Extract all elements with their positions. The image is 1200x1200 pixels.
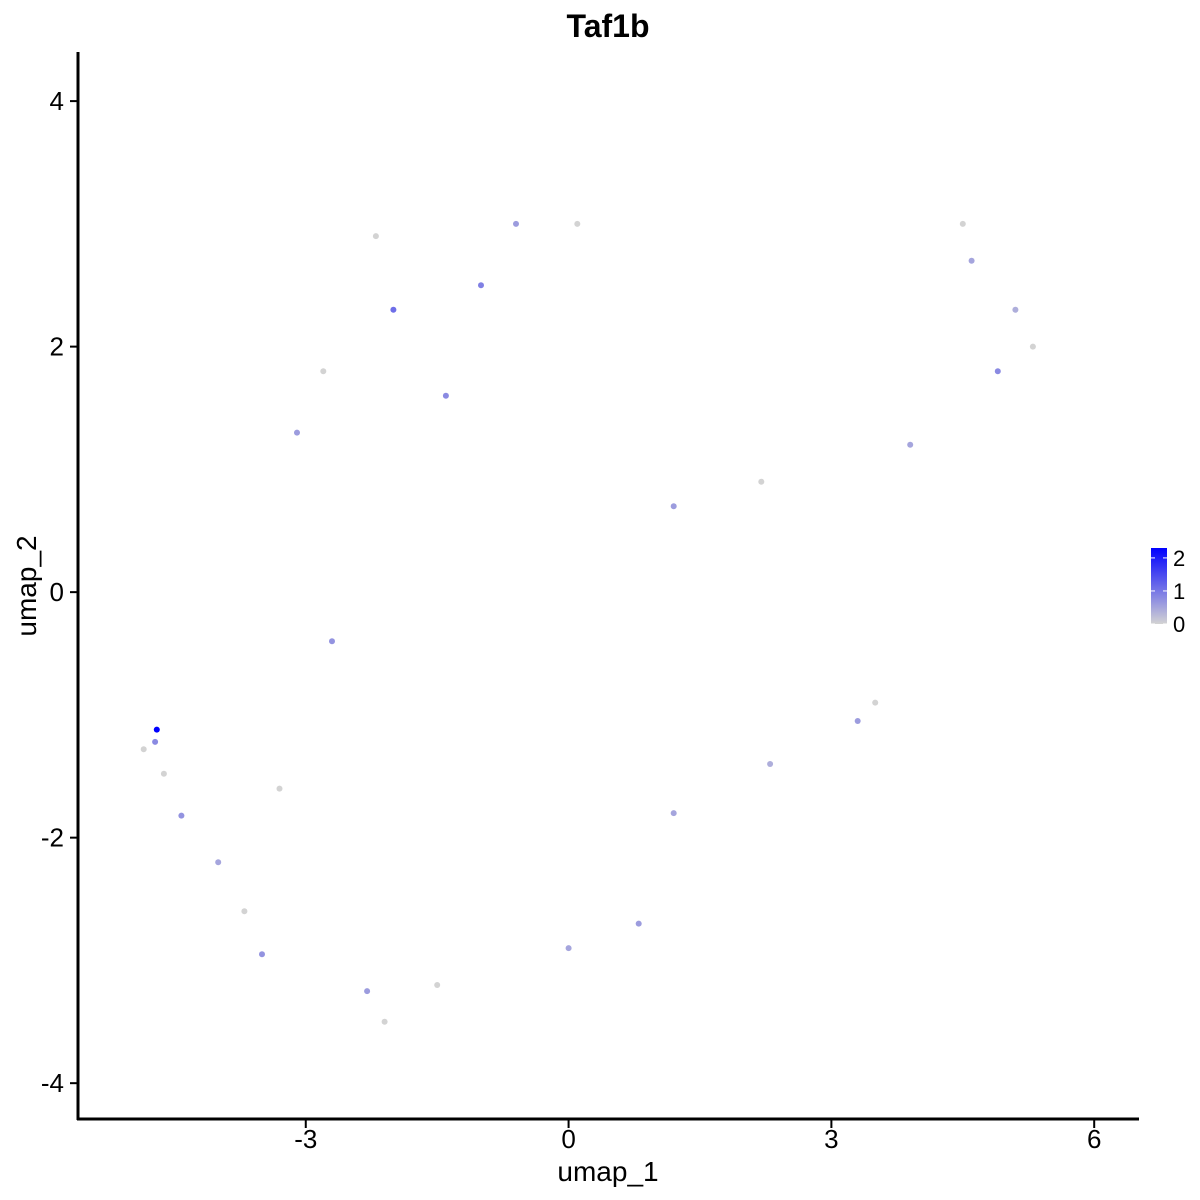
data-point — [152, 738, 159, 745]
x-tick-label: 6 — [1087, 1124, 1101, 1154]
data-point — [276, 785, 283, 792]
data-point — [565, 945, 572, 952]
data-point — [670, 503, 677, 510]
data-point — [907, 441, 914, 448]
y-tick-label: 0 — [50, 577, 64, 607]
data-point — [215, 859, 222, 866]
data-point — [968, 257, 975, 264]
chart-title: Taf1b — [567, 8, 650, 44]
legend-label: 0 — [1173, 612, 1185, 637]
x-tick-label: -3 — [294, 1124, 317, 1154]
data-point — [959, 220, 966, 227]
y-tick-label: 4 — [50, 86, 64, 116]
data-point — [259, 951, 265, 958]
data-point — [294, 429, 300, 436]
data-point — [854, 718, 861, 724]
data-point — [434, 982, 441, 988]
x-axis-title: umap_1 — [557, 1156, 658, 1187]
data-point — [241, 908, 248, 915]
data-point — [635, 920, 642, 927]
x-tick-label: 0 — [561, 1124, 575, 1154]
data-point — [442, 392, 449, 399]
data-point — [364, 988, 371, 995]
x-tick-label: 3 — [824, 1124, 838, 1154]
data-point — [758, 478, 765, 485]
data-point — [140, 746, 147, 753]
legend-label: 1 — [1173, 579, 1185, 604]
data-point — [390, 306, 397, 313]
data-point — [372, 233, 379, 240]
data-point — [178, 812, 185, 819]
data-point — [767, 761, 774, 767]
color-legend: 0 1 2 — [1151, 546, 1185, 637]
data-point — [513, 220, 519, 227]
data-point — [381, 1018, 388, 1025]
data-point — [872, 699, 879, 706]
data-point — [160, 770, 167, 777]
legend-label: 2 — [1173, 546, 1185, 571]
data-point — [153, 726, 160, 733]
data-point — [320, 368, 327, 375]
data-point — [478, 282, 484, 289]
data-point — [994, 368, 1001, 375]
color-bar — [1151, 548, 1167, 624]
data-points — [140, 220, 1036, 1025]
data-point — [670, 810, 677, 817]
data-point — [329, 638, 335, 645]
data-point — [1012, 306, 1019, 313]
data-point — [574, 220, 581, 227]
axis-ticks: -3 0 3 6 -4 -2 0 2 4 — [41, 86, 1102, 1154]
data-point — [1029, 343, 1036, 350]
y-axis-title: umap_2 — [11, 535, 42, 636]
y-tick-label: 2 — [50, 332, 64, 362]
y-tick-label: -2 — [41, 823, 64, 853]
y-tick-label: -4 — [41, 1068, 64, 1098]
